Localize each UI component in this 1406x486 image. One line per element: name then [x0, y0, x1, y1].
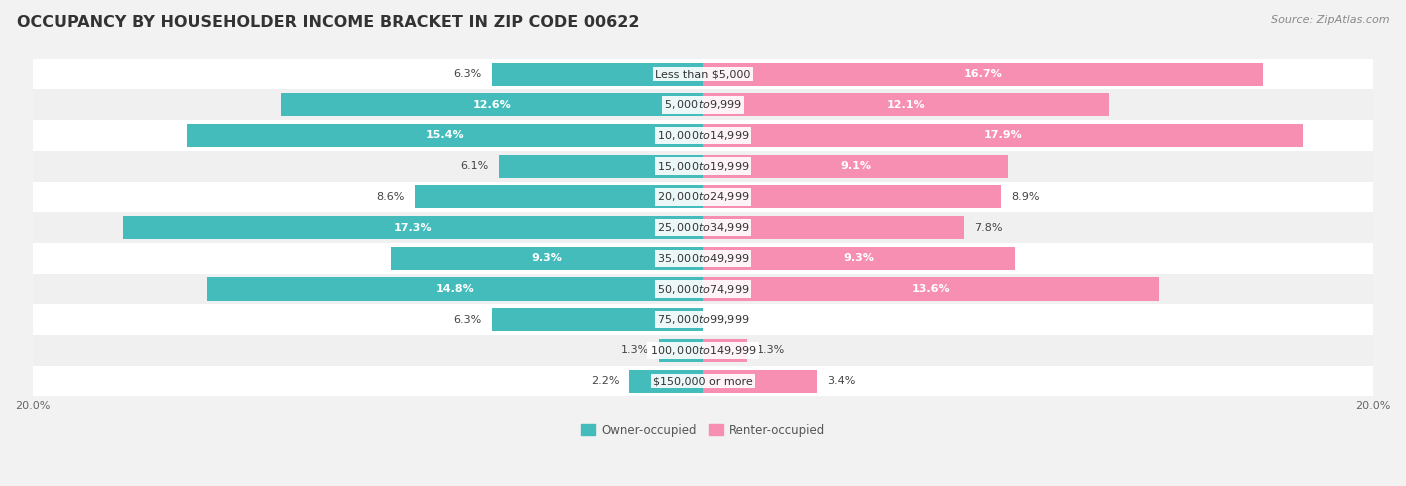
- Bar: [32, 304, 1374, 335]
- Text: 1.3%: 1.3%: [621, 346, 650, 355]
- Bar: [32, 89, 1374, 120]
- Text: Less than $5,000: Less than $5,000: [655, 69, 751, 79]
- Text: 17.3%: 17.3%: [394, 223, 432, 233]
- Text: 1.3%: 1.3%: [756, 346, 785, 355]
- Text: 9.3%: 9.3%: [531, 253, 562, 263]
- Text: $75,000 to $99,999: $75,000 to $99,999: [657, 313, 749, 326]
- Text: 3.4%: 3.4%: [827, 376, 855, 386]
- Text: 7.8%: 7.8%: [974, 223, 1002, 233]
- Text: 6.1%: 6.1%: [460, 161, 488, 171]
- Bar: [391, 247, 703, 270]
- Text: $50,000 to $74,999: $50,000 to $74,999: [657, 282, 749, 295]
- Bar: [659, 339, 703, 362]
- Bar: [415, 185, 703, 208]
- Bar: [32, 120, 1374, 151]
- Bar: [32, 335, 1374, 366]
- Text: $25,000 to $34,999: $25,000 to $34,999: [657, 221, 749, 234]
- Text: $20,000 to $24,999: $20,000 to $24,999: [657, 191, 749, 204]
- Bar: [32, 212, 1374, 243]
- Bar: [187, 124, 703, 147]
- Bar: [32, 182, 1374, 212]
- Bar: [703, 155, 1008, 178]
- Text: $15,000 to $19,999: $15,000 to $19,999: [657, 160, 749, 173]
- Bar: [32, 243, 1374, 274]
- Text: 13.6%: 13.6%: [911, 284, 950, 294]
- Text: 8.6%: 8.6%: [377, 192, 405, 202]
- Bar: [32, 151, 1374, 182]
- Text: 8.9%: 8.9%: [1011, 192, 1040, 202]
- Text: 9.1%: 9.1%: [839, 161, 870, 171]
- Text: 17.9%: 17.9%: [984, 131, 1022, 140]
- Bar: [703, 216, 965, 239]
- Bar: [207, 278, 703, 300]
- Text: $35,000 to $49,999: $35,000 to $49,999: [657, 252, 749, 265]
- Text: 6.3%: 6.3%: [454, 315, 482, 325]
- Bar: [703, 93, 1108, 116]
- Bar: [703, 339, 747, 362]
- Text: 12.6%: 12.6%: [472, 100, 512, 110]
- Bar: [703, 124, 1303, 147]
- Bar: [492, 63, 703, 86]
- Text: OCCUPANCY BY HOUSEHOLDER INCOME BRACKET IN ZIP CODE 00622: OCCUPANCY BY HOUSEHOLDER INCOME BRACKET …: [17, 15, 640, 30]
- Legend: Owner-occupied, Renter-occupied: Owner-occupied, Renter-occupied: [576, 419, 830, 441]
- Text: $10,000 to $14,999: $10,000 to $14,999: [657, 129, 749, 142]
- Text: $150,000 or more: $150,000 or more: [654, 376, 752, 386]
- Bar: [281, 93, 703, 116]
- Text: $100,000 to $149,999: $100,000 to $149,999: [650, 344, 756, 357]
- Text: 14.8%: 14.8%: [436, 284, 474, 294]
- Bar: [703, 370, 817, 393]
- Text: 12.1%: 12.1%: [886, 100, 925, 110]
- Bar: [703, 63, 1263, 86]
- Text: 0.0%: 0.0%: [713, 315, 741, 325]
- Bar: [32, 59, 1374, 89]
- Text: Source: ZipAtlas.com: Source: ZipAtlas.com: [1271, 15, 1389, 25]
- Text: 9.3%: 9.3%: [844, 253, 875, 263]
- Text: 16.7%: 16.7%: [963, 69, 1002, 79]
- Bar: [32, 274, 1374, 304]
- Text: 6.3%: 6.3%: [454, 69, 482, 79]
- Bar: [32, 366, 1374, 397]
- Bar: [703, 247, 1015, 270]
- Bar: [703, 278, 1159, 300]
- Bar: [124, 216, 703, 239]
- Bar: [703, 185, 1001, 208]
- Text: 15.4%: 15.4%: [426, 131, 464, 140]
- Bar: [492, 308, 703, 331]
- Text: 2.2%: 2.2%: [591, 376, 619, 386]
- Text: $5,000 to $9,999: $5,000 to $9,999: [664, 98, 742, 111]
- Bar: [499, 155, 703, 178]
- Bar: [630, 370, 703, 393]
